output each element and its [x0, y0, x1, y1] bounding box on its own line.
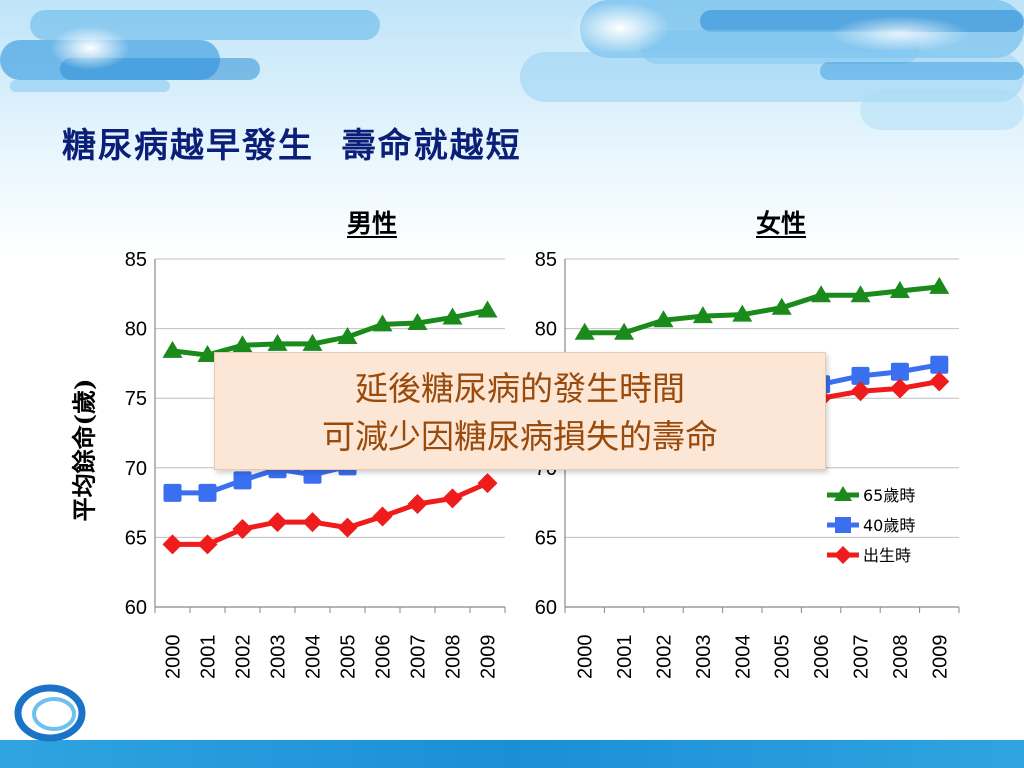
logo-icon — [14, 684, 86, 742]
data-point-diamond — [197, 534, 218, 555]
series-line-birth — [172, 480, 489, 547]
data-point-diamond — [407, 493, 428, 514]
data-point-diamond — [302, 512, 323, 533]
series-line-s65 — [172, 308, 488, 358]
x-tick-label: 2006 — [373, 635, 395, 680]
y-tick-label: 70 — [125, 458, 147, 480]
data-point-square — [851, 366, 870, 385]
data-point-triangle — [442, 307, 463, 325]
data-point-triangle — [771, 297, 792, 315]
x-tick-label: 2005 — [772, 635, 794, 680]
data-point-diamond — [337, 517, 358, 538]
y-tick-label: 85 — [535, 249, 557, 271]
bottom-bar — [0, 740, 1024, 768]
x-tick-label: 2007 — [851, 635, 873, 680]
male-life-expectancy-chart: 60 65 70 75 80 85 2000 2001 2002 2003 2004 2005 2006… — [125, 249, 506, 680]
data-point-square — [303, 465, 322, 484]
x-tick-label: 2009 — [929, 635, 951, 680]
callout-box: 延後糖尿病的發生時間 可減少因糖尿病損失的壽命 — [214, 352, 826, 470]
data-point-triangle — [929, 276, 950, 294]
y-tick-label: 80 — [125, 319, 147, 341]
x-tick-label: 2007 — [408, 635, 430, 680]
legend-label: 65歲時 — [863, 486, 915, 505]
x-tick-label: 2006 — [811, 635, 833, 680]
x-tick-label: 2008 — [890, 635, 912, 680]
data-point-square — [890, 362, 909, 381]
legend-marker — [834, 546, 852, 564]
data-point-square — [163, 483, 182, 502]
x-tick-label: 2004 — [732, 635, 754, 680]
y-tick-label: 75 — [125, 388, 147, 410]
x-tick-label: 2000 — [163, 635, 185, 680]
data-point-diamond — [442, 488, 463, 509]
x-tick-label: 2002 — [654, 635, 676, 680]
legend-marker — [835, 517, 851, 533]
x-tick-label: 2001 — [198, 635, 220, 680]
data-point-square — [930, 355, 949, 374]
x-tick-label: 2001 — [614, 635, 636, 680]
data-point-diamond — [162, 534, 183, 555]
callout-line-2: 可減少因糖尿病損失的壽命 — [322, 417, 718, 456]
x-tick-label: 2009 — [478, 635, 500, 680]
data-point-triangle — [267, 333, 288, 351]
data-point-triangle — [889, 281, 910, 299]
data-point-triangle — [407, 313, 428, 331]
data-point-triangle — [811, 285, 832, 303]
data-point-triangle — [732, 304, 753, 322]
legend-label: 40歲時 — [863, 516, 915, 535]
male-chart-title: 男性 — [347, 209, 398, 238]
y-tick-label: 60 — [125, 597, 147, 619]
data-point-triangle — [653, 310, 674, 328]
data-point-triangle — [692, 306, 713, 324]
series-line-s65 — [584, 284, 940, 336]
data-point-triangle — [477, 300, 498, 318]
data-point-diamond — [372, 506, 393, 527]
x-tick-label: 2003 — [268, 635, 290, 680]
x-tick-label: 2000 — [575, 635, 597, 680]
data-point-square — [233, 471, 252, 490]
female-chart-title: 女性 — [756, 209, 807, 238]
data-point-triangle — [614, 322, 635, 340]
slide-title: 糖尿病越早發生 壽命就越短 — [62, 126, 522, 166]
data-point-triangle — [302, 333, 323, 351]
data-point-triangle — [232, 335, 253, 353]
y-tick-label: 85 — [125, 249, 147, 271]
data-point-diamond — [889, 378, 910, 399]
data-point-diamond — [477, 473, 498, 494]
data-point-triangle — [372, 314, 393, 332]
y-tick-label: 60 — [535, 597, 557, 619]
x-tick-label: 2008 — [443, 635, 465, 680]
data-point-diamond — [850, 381, 871, 402]
legend-label: 出生時 — [863, 546, 911, 565]
data-point-diamond — [929, 371, 950, 392]
data-point-triangle — [197, 345, 218, 363]
data-point-square — [198, 483, 217, 502]
y-tick-label: 65 — [535, 527, 557, 549]
data-point-triangle — [850, 285, 871, 303]
data-point-triangle — [574, 322, 595, 340]
data-point-triangle — [337, 326, 358, 344]
x-tick-label: 2002 — [233, 635, 255, 680]
y-tick-label: 65 — [125, 527, 147, 549]
data-point-triangle — [162, 340, 183, 358]
data-point-diamond — [232, 519, 253, 540]
x-tick-label: 2005 — [338, 635, 360, 680]
callout-line-1: 延後糖尿病的發生時間 — [355, 369, 685, 408]
data-point-diamond — [267, 512, 288, 533]
x-tick-label: 2003 — [693, 635, 715, 680]
y-tick-label: 80 — [535, 319, 557, 341]
x-tick-label: 2004 — [303, 635, 325, 680]
legend-marker — [834, 486, 852, 501]
